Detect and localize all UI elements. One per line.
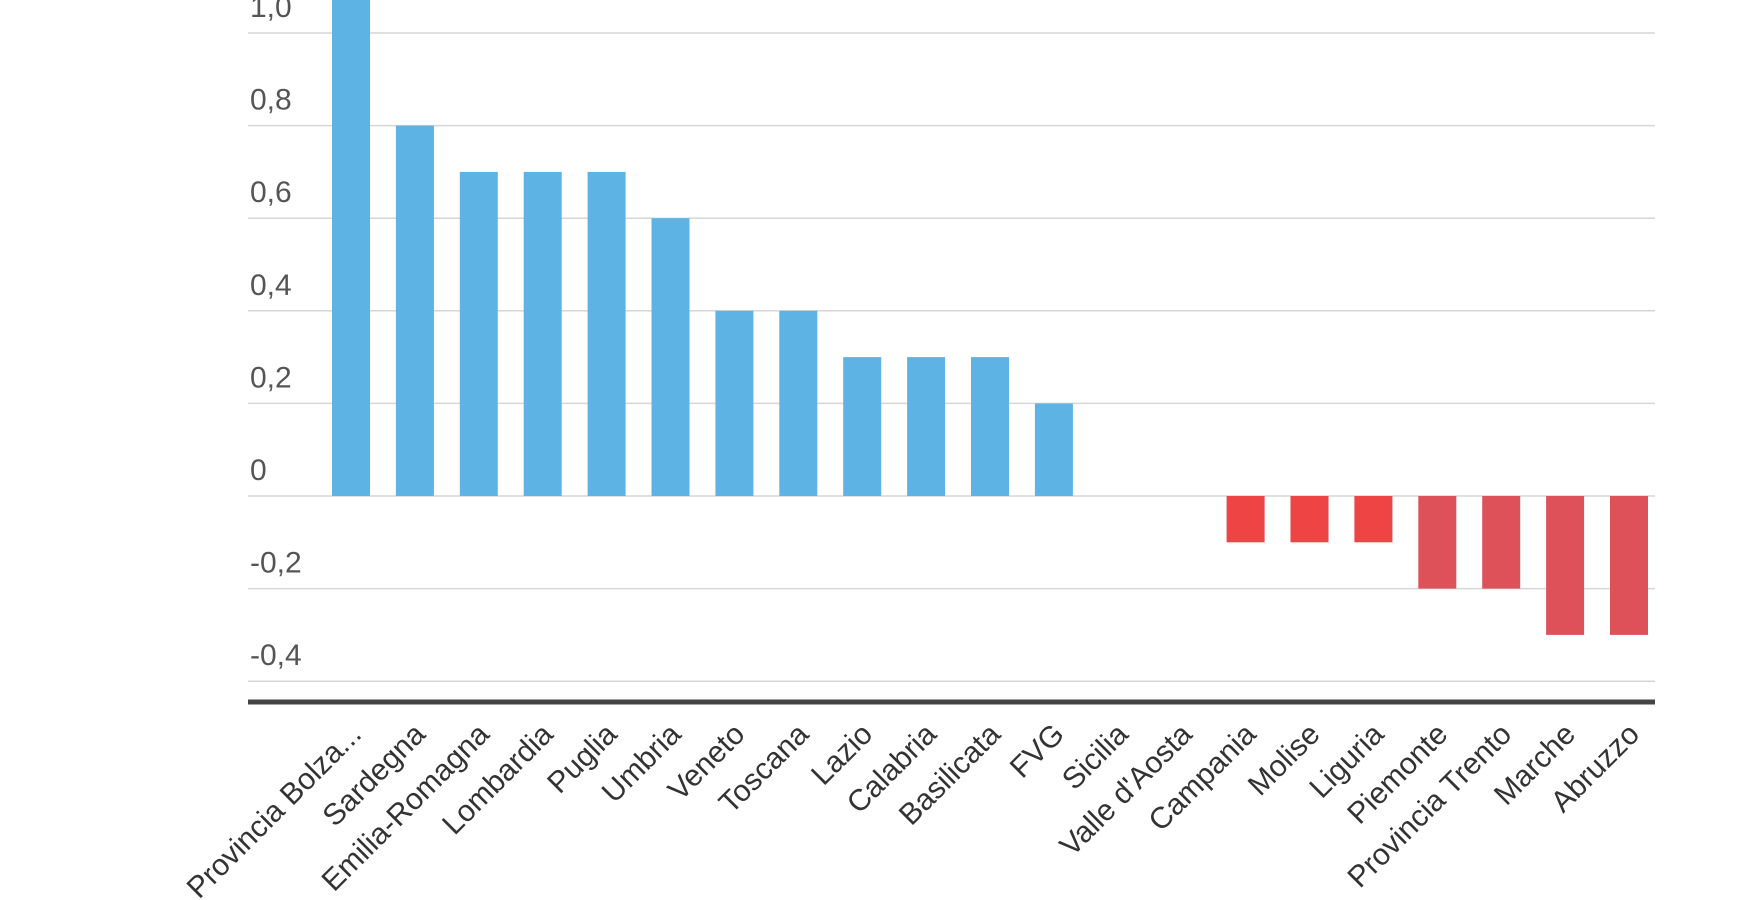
y-tick-label: -0,4 [250, 639, 302, 672]
bar [1546, 496, 1585, 635]
bar [1482, 496, 1521, 589]
bar [843, 357, 882, 496]
y-tick-label: 0,6 [250, 176, 292, 209]
bar [1226, 496, 1265, 543]
y-tick-label: 0,4 [250, 269, 292, 302]
bar [1354, 496, 1393, 543]
y-axis-tick-labels: 1,0 0,8 0,6 0,4 0,2 0 -0,2 -0,4 [250, 0, 302, 672]
y-tick-label: 1,0 [250, 0, 292, 24]
bar [1418, 496, 1457, 589]
y-tick-label: 0 [250, 454, 267, 487]
y-tick-label: 0,2 [250, 361, 292, 394]
bar [587, 171, 626, 496]
bar [332, 0, 370, 496]
bar [1610, 496, 1648, 635]
bar [715, 310, 754, 496]
bar [395, 125, 434, 496]
bar [779, 310, 818, 496]
bar [459, 171, 498, 496]
bars [332, 0, 1648, 635]
bar [1290, 496, 1329, 543]
y-tick-label: 0,8 [250, 84, 292, 117]
bar [651, 218, 690, 496]
bar [523, 171, 562, 496]
x-axis-tick-labels: Provincia Bolza...SardegnaEmilia-Romagna… [181, 717, 1646, 900]
y-tick-label: -0,2 [250, 547, 302, 580]
bar [907, 357, 946, 496]
bar [971, 357, 1009, 496]
bar [1034, 403, 1073, 496]
